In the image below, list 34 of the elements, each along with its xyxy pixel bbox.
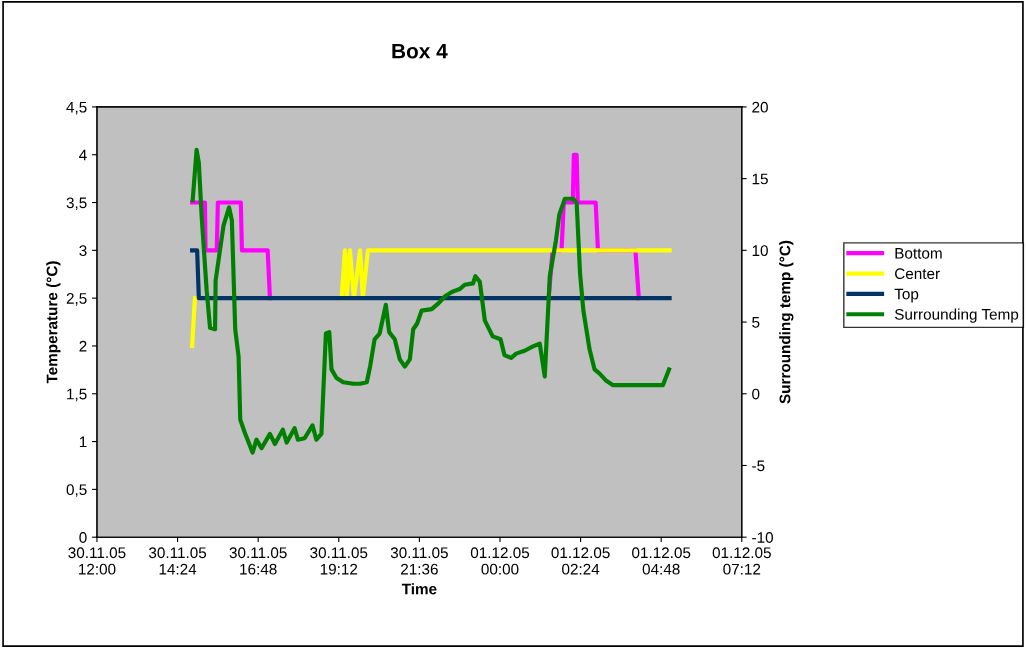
- x-tick-label: 30.11.05 12:00: [68, 547, 126, 575]
- x-tick-label: 30.11.05 14:24: [148, 547, 207, 575]
- y2-tick-label: -10: [752, 532, 773, 543]
- y-axis-title: Temperature (°C): [46, 261, 61, 384]
- x-tick-label: 30.11.05 16:48: [229, 547, 287, 575]
- y2-tick-label: -5: [752, 460, 765, 472]
- y2-tick-label: 5: [752, 317, 760, 328]
- x-tick-label: 30.11.05 19:12: [310, 547, 368, 575]
- y2-axis-title: Surrounding temp (°C): [779, 240, 794, 404]
- x-tick-label: 30.11.05 21:36: [390, 547, 448, 575]
- y2-tick-label: 0: [752, 388, 760, 400]
- y-tick-label: 3,5: [66, 197, 87, 211]
- legend-label: Surrounding Temp: [894, 308, 1019, 323]
- y-tick-label: 0,5: [66, 484, 87, 497]
- y-tick-label: 3: [79, 245, 87, 257]
- x-tick-label: 01.12.05 07:12: [712, 547, 771, 575]
- y2-tick-label: 15: [752, 173, 768, 185]
- x-tick-label: 01.12.05 00:00: [470, 547, 530, 575]
- legend-label: Center: [895, 268, 940, 280]
- x-tick-label: 01.12.05 04:48: [632, 547, 691, 575]
- y2-tick-label: 20: [752, 101, 768, 113]
- legend-label: Bottom: [895, 248, 942, 259]
- chart-title: Box 4: [392, 43, 448, 59]
- y-tick-label: 1,5: [67, 388, 87, 402]
- y-tick-label: 4,5: [66, 101, 87, 115]
- y2-tick-label: 10: [752, 245, 768, 257]
- y-tick-label: 4: [79, 149, 87, 161]
- y-tick-label: 1: [79, 436, 87, 448]
- x-axis-title: Time: [401, 583, 437, 595]
- y-tick-label: 2: [79, 340, 87, 352]
- x-tick-label: 01.12.05 02:24: [551, 547, 610, 575]
- legend-label: Top: [894, 288, 919, 303]
- y-tick-label: 0: [79, 532, 87, 543]
- y-tick-label: 2,5: [66, 293, 87, 306]
